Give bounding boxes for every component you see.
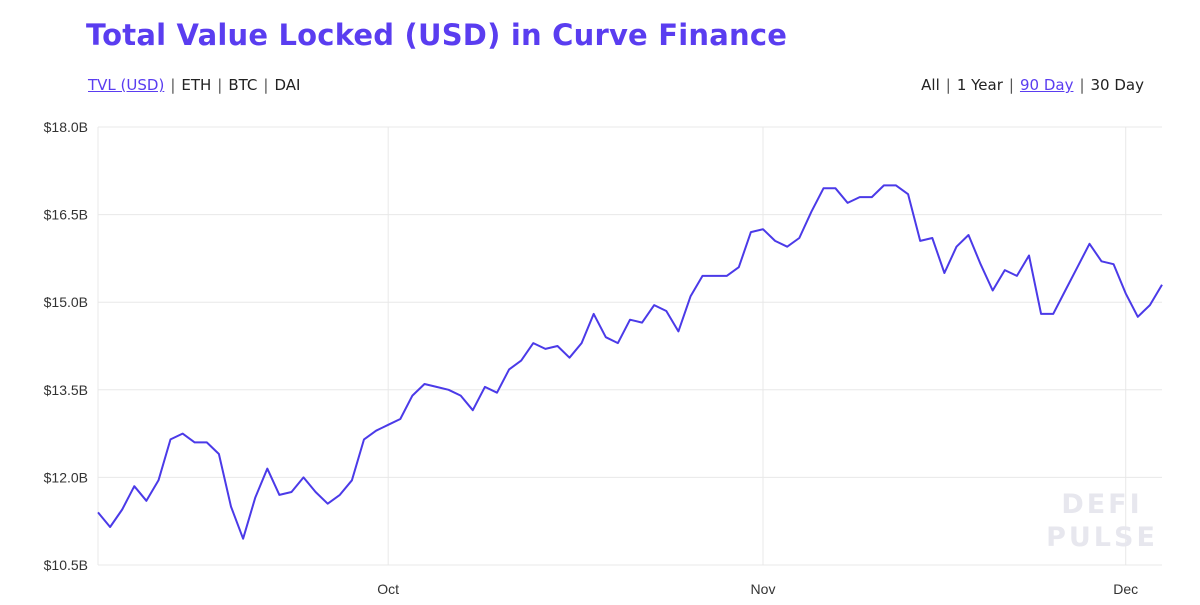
chart-title: Total Value Locked (USD) in Curve Financ… [86,18,788,52]
toggle-separator: | [217,76,223,94]
toggle-dai[interactable]: DAI [274,76,301,94]
toggle-separator: | [1079,76,1085,94]
toggle-btc[interactable]: BTC [228,76,258,94]
y-tick-label: $13.5B [44,382,88,398]
y-tick-label: $12.0B [44,469,88,485]
y-axis-ticks: $10.5B $12.0B $13.5B $15.0B $16.5B $18.0B [44,119,88,573]
toggle-tvl-usd[interactable]: TVL (USD) [88,76,165,94]
toggle-30-day[interactable]: 30 Day [1090,76,1144,94]
tvl-series-line[interactable] [97,184,1163,540]
toggle-separator: | [1008,76,1014,94]
toggle-separator: | [263,76,269,94]
metric-toggle-bar: TVL (USD) | ETH | BTC | DAI [88,76,300,94]
y-tick-label: $10.5B [44,557,88,573]
chart-grid [97,126,1162,566]
defi-pulse-watermark-line2: PULSE [1046,522,1158,553]
defi-pulse-watermark-line1: DEFI [1061,489,1142,520]
toggle-eth[interactable]: ETH [181,76,212,94]
x-tick-label: Oct [377,581,399,597]
x-axis-ticks: Oct Nov Dec [377,581,1138,597]
toggle-all[interactable]: All [921,76,940,94]
y-tick-label: $15.0B [44,294,88,310]
x-tick-label: Nov [751,581,776,597]
y-tick-label: $18.0B [44,119,88,135]
toggle-1-year[interactable]: 1 Year [956,76,1003,94]
toggle-separator: | [945,76,951,94]
x-tick-label: Dec [1113,581,1138,597]
toggle-90-day[interactable]: 90 Day [1019,76,1074,94]
range-toggle-bar: All | 1 Year | 90 Day | 30 Day [921,76,1144,94]
y-tick-label: $16.5B [44,207,88,223]
toggle-separator: | [170,76,176,94]
